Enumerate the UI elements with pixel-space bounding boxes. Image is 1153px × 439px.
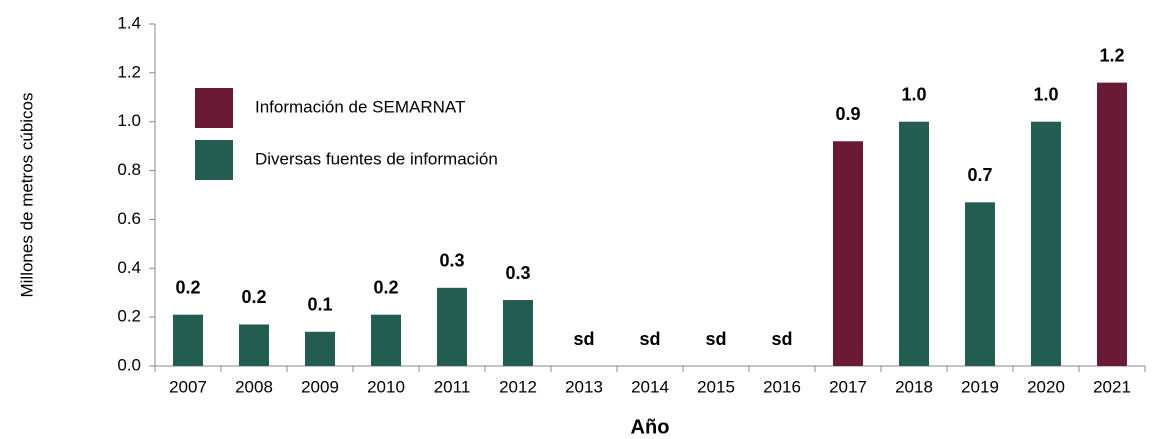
value-label: 1.0 — [1033, 84, 1058, 104]
x-tick-label: 2021 — [1093, 377, 1131, 396]
value-label: sd — [639, 329, 660, 349]
value-label: sd — [705, 329, 726, 349]
value-label: sd — [771, 329, 792, 349]
y-tick-label: 0.6 — [117, 209, 141, 228]
value-label: 0.3 — [439, 251, 464, 271]
value-label: 0.1 — [307, 295, 332, 315]
x-tick-label: 2007 — [169, 377, 207, 396]
y-tick-label: 0.4 — [117, 258, 141, 277]
value-label: 0.3 — [505, 263, 530, 283]
value-label: 1.2 — [1099, 45, 1124, 65]
y-tick-label: 0.2 — [117, 307, 141, 326]
y-tick-label: 0.8 — [117, 160, 141, 179]
legend-swatch — [195, 140, 233, 180]
x-tick-label: 2010 — [367, 377, 405, 396]
x-tick-label: 2018 — [895, 377, 933, 396]
bar — [503, 300, 533, 366]
bar — [371, 314, 401, 366]
x-tick-label: 2009 — [301, 377, 339, 396]
x-tick-label: 2017 — [829, 377, 867, 396]
bar — [899, 121, 929, 366]
bar — [437, 287, 467, 366]
value-label: sd — [573, 329, 594, 349]
x-tick-label: 2012 — [499, 377, 537, 396]
legend-swatch — [195, 88, 233, 128]
y-tick-label: 1.2 — [117, 62, 141, 81]
y-axis-title: Millones de metros cúbicos — [17, 92, 36, 297]
value-label: 0.2 — [241, 287, 266, 307]
legend-label: Información de SEMARNAT — [255, 97, 465, 116]
x-tick-label: 2008 — [235, 377, 273, 396]
bar — [1097, 82, 1127, 366]
value-label: 0.9 — [835, 104, 860, 124]
value-label: 1.0 — [901, 84, 926, 104]
bar — [965, 202, 995, 366]
bar — [305, 331, 335, 366]
x-tick-label: 2013 — [565, 377, 603, 396]
value-label: 0.2 — [373, 277, 398, 297]
x-tick-label: 2011 — [434, 377, 471, 396]
bar — [173, 314, 203, 366]
y-tick-label: 0.0 — [117, 355, 141, 374]
x-axis-title: Año — [631, 416, 670, 438]
x-tick-label: 2016 — [763, 377, 801, 396]
x-tick-label: 2020 — [1027, 377, 1065, 396]
x-tick-label: 2014 — [631, 377, 669, 396]
x-tick-label: 2015 — [697, 377, 735, 396]
bar — [833, 141, 863, 366]
value-label: 0.7 — [967, 165, 992, 185]
bar — [1031, 121, 1061, 366]
legend-label: Diversas fuentes de información — [255, 149, 498, 168]
value-label: 0.2 — [175, 277, 200, 297]
bar — [239, 324, 269, 366]
y-tick-label: 1.4 — [117, 13, 141, 32]
x-tick-label: 2019 — [961, 377, 999, 396]
y-tick-label: 1.0 — [117, 111, 141, 130]
